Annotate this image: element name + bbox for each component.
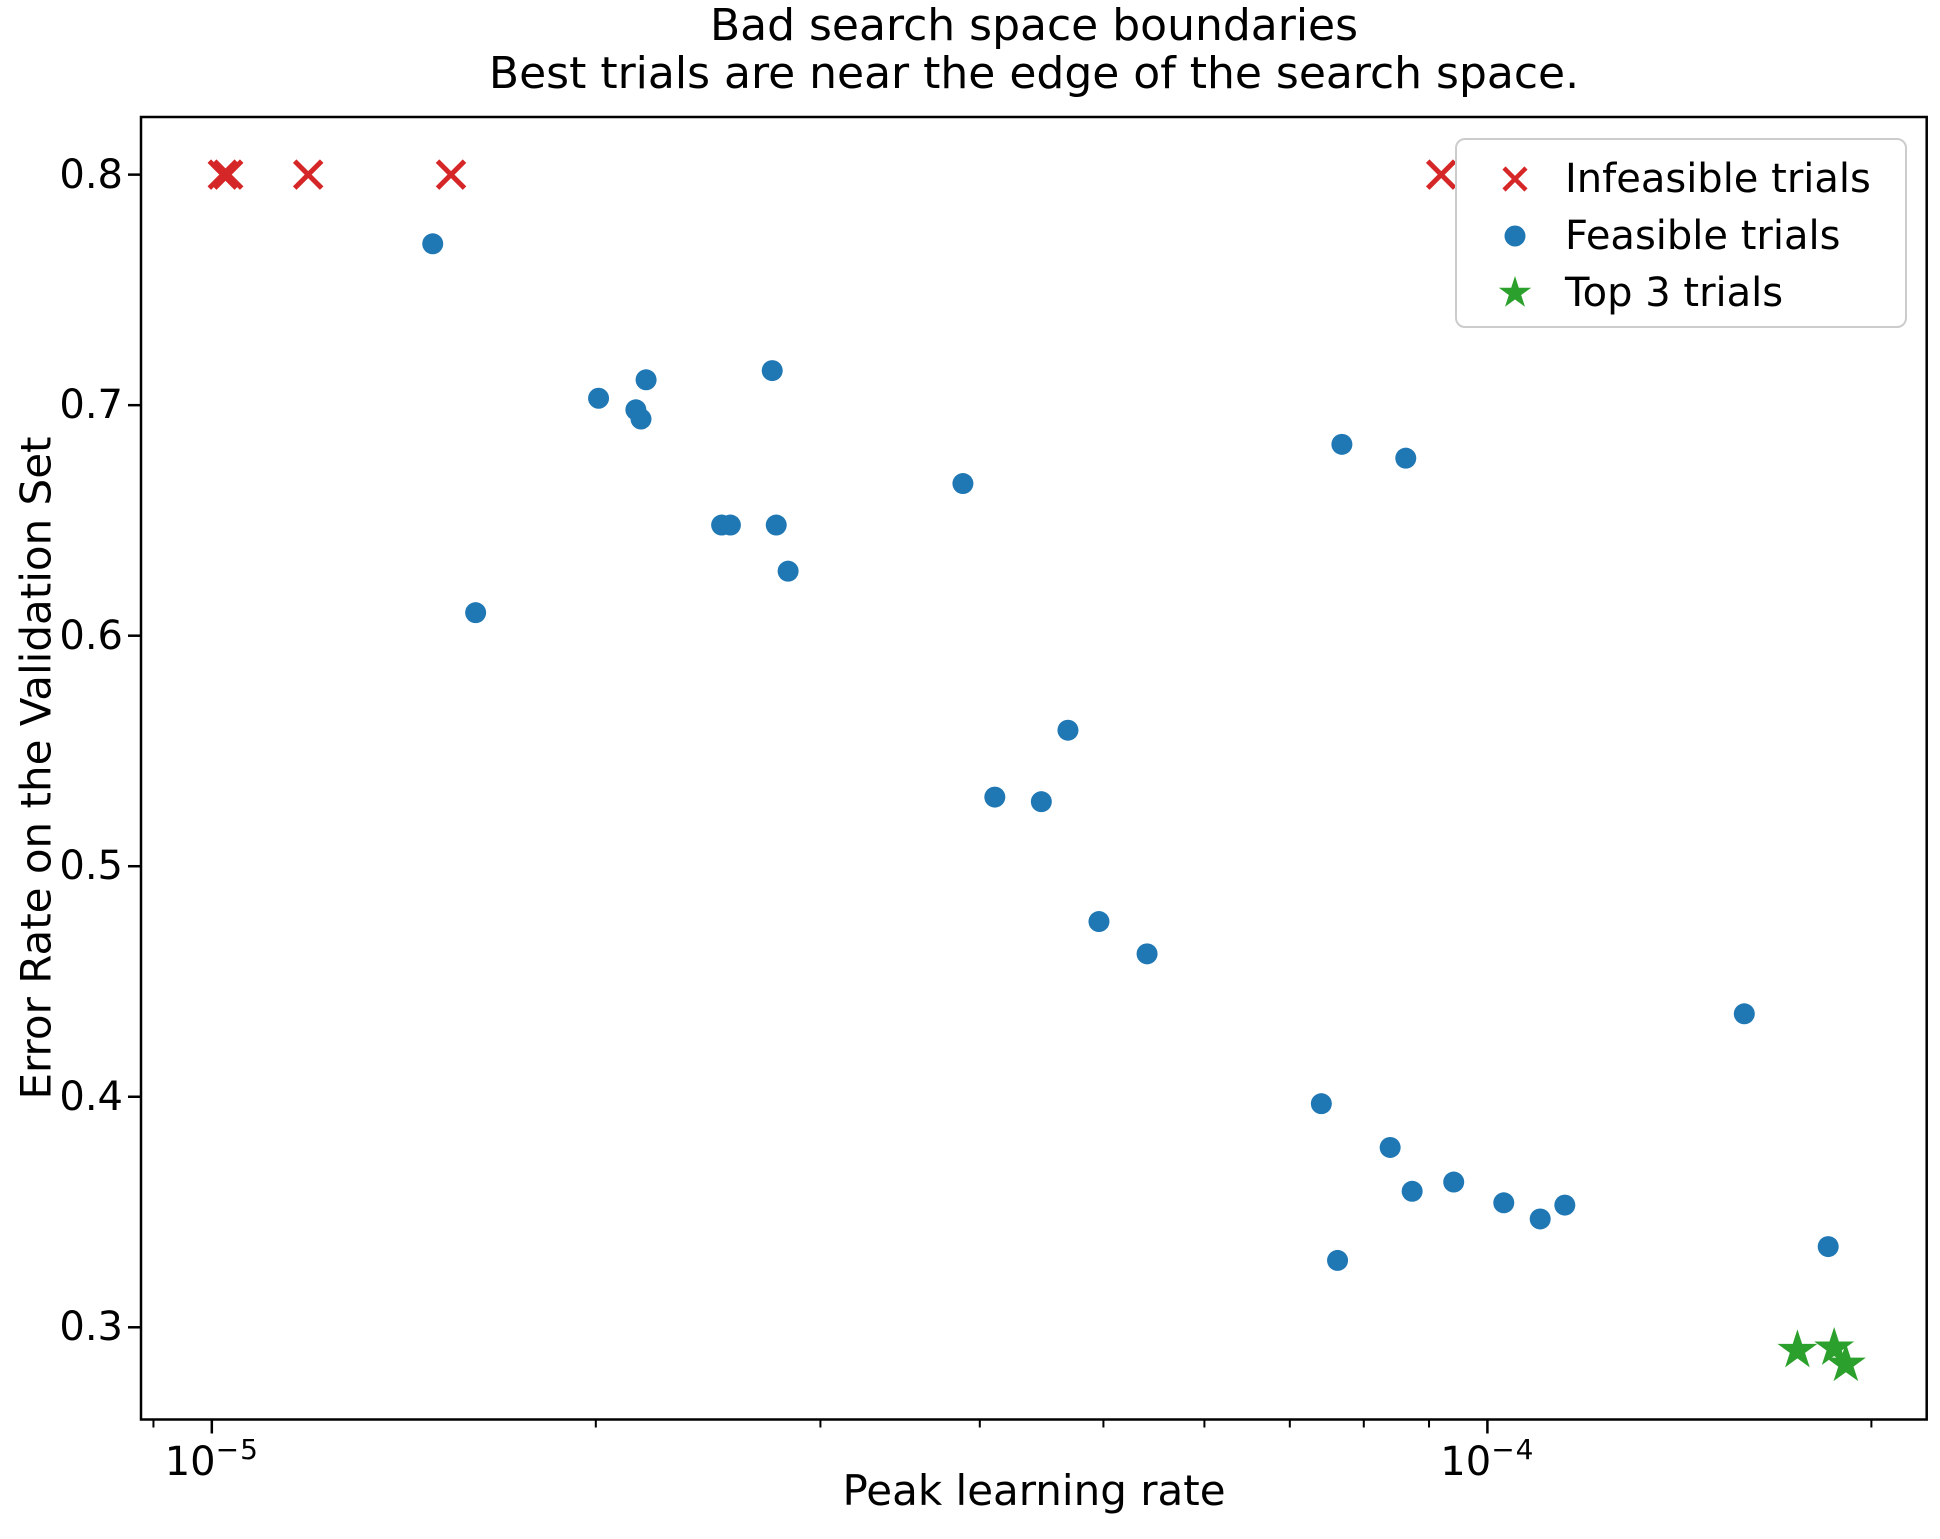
y-tick-label: 0.3 <box>59 1304 123 1351</box>
legend-label: Feasible trials <box>1565 212 1841 259</box>
x-tick-label: 10−4 <box>1440 1432 1535 1485</box>
dot-marker-icon <box>465 602 487 624</box>
x-marker-icon <box>207 159 239 190</box>
chart-title: Bad search space boundaries Best trials … <box>489 2 1579 97</box>
dot-marker-icon <box>1088 911 1110 933</box>
dot-marker-icon <box>1443 1171 1465 1193</box>
dot-marker-icon <box>588 387 610 409</box>
star-marker-icon <box>1777 1329 1818 1368</box>
dot-marker-icon <box>719 514 741 536</box>
series-star <box>1777 1327 1866 1382</box>
y-axis-label: Error Rate on the Validation Set <box>11 436 61 1100</box>
x-marker-icon <box>212 159 244 190</box>
chart-title-line-2: Best trials are near the edge of the sea… <box>488 47 1580 99</box>
dot-marker-icon <box>1331 433 1353 455</box>
dot-marker-icon <box>1493 1192 1515 1214</box>
dot-marker-icon <box>1327 1249 1349 1271</box>
x-marker-icon <box>1425 159 1457 190</box>
legend-item-feasible: Feasible trials <box>1487 207 1905 264</box>
dot-marker-icon <box>1136 943 1158 965</box>
star-marker-icon <box>1814 1327 1855 1366</box>
x-marker-icon <box>435 159 467 190</box>
x-axis-label: Peak learning rate <box>842 1466 1226 1515</box>
dot-marker-icon <box>952 473 974 495</box>
dot-marker-icon <box>630 408 652 430</box>
y-tick-label: 0.4 <box>59 1073 123 1120</box>
dot-marker-icon <box>1554 1194 1576 1216</box>
legend-item-infeasible: Infeasible trials <box>1487 150 1905 207</box>
dot-marker-icon <box>422 233 444 255</box>
x-marker-icon <box>292 159 324 190</box>
dot-marker-icon <box>765 514 787 536</box>
star-marker-icon <box>1825 1343 1866 1382</box>
y-tick-label: 0.8 <box>59 151 123 198</box>
dot-marker-icon <box>1379 1136 1401 1158</box>
series-circle <box>422 233 1839 1271</box>
dot-marker-icon <box>777 560 799 582</box>
legend-label: Top 3 trials <box>1565 269 1784 316</box>
legend-label: Infeasible trials <box>1565 155 1871 202</box>
dot-marker-icon <box>984 786 1006 808</box>
dot-marker-icon <box>1401 1180 1423 1202</box>
dot-marker-icon <box>1817 1236 1839 1258</box>
dot-marker-icon <box>761 360 783 382</box>
dot-marker-icon <box>635 369 657 391</box>
dot-marker-icon <box>1057 719 1079 741</box>
y-tick-label: 0.6 <box>59 612 123 659</box>
legend: Infeasible trials Feasible trials Top 3 … <box>1455 138 1907 328</box>
series-x <box>207 159 1457 190</box>
dot-marker-icon <box>1030 791 1052 813</box>
x-marker-icon <box>1502 165 1528 192</box>
dot-marker-icon <box>1529 1208 1551 1230</box>
dot-marker-icon <box>1395 447 1417 469</box>
y-tick-label: 0.7 <box>59 382 123 429</box>
x-tick-label: 10−5 <box>164 1432 259 1485</box>
dot-marker-icon <box>1733 1003 1755 1025</box>
star-marker-icon <box>1498 275 1532 307</box>
chart-title-line-1: Bad search space boundaries <box>709 0 1359 51</box>
plot-spines <box>139 115 1928 1421</box>
y-tick-label: 0.5 <box>59 843 123 890</box>
dot-marker-icon <box>1504 225 1526 246</box>
legend-item-top3: Top 3 trials <box>1487 264 1905 321</box>
dot-marker-icon <box>1310 1093 1332 1115</box>
